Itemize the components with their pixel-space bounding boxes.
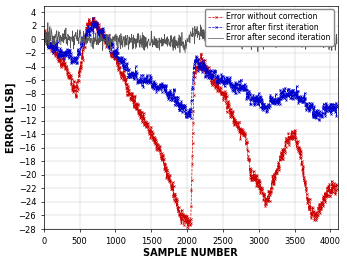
Error after second iteration (46, 21, 50, 24)
Error after second iteration (185, 44, 189, 47)
Error after first iteration (276, 102, 280, 105)
Error after second iteration (292, 33, 296, 36)
Error without correction (156, 147, 161, 150)
Error after first iteration (317, 118, 321, 121)
Error after first iteration (291, 90, 296, 93)
Y-axis label: ERROR [LSB]: ERROR [LSB] (6, 82, 16, 153)
Error without correction (187, 230, 191, 233)
Line: Error after second iteration: Error after second iteration (44, 23, 337, 53)
Error after second iteration (42, 35, 46, 38)
Error without correction (335, 187, 339, 190)
Error after first iteration (48, 45, 52, 48)
Error after second iteration (335, 42, 339, 45)
Error without correction (137, 114, 141, 117)
Error after second iteration (48, 25, 52, 28)
Error after first iteration (184, 112, 188, 116)
Error without correction (42, 29, 46, 32)
Error after first iteration (156, 86, 161, 89)
Error without correction (91, 16, 95, 19)
Error without correction (184, 220, 188, 223)
Error after first iteration (137, 79, 141, 82)
Line: Error after first iteration: Error after first iteration (43, 17, 338, 121)
Error without correction (48, 43, 52, 46)
Error after second iteration (183, 51, 187, 54)
Error without correction (292, 131, 296, 135)
Error after second iteration (156, 39, 161, 43)
Legend: Error without correction, Error after first iteration, Error after second iterat: Error without correction, Error after fi… (205, 10, 334, 46)
Error after first iteration (91, 17, 95, 20)
Error after first iteration (335, 104, 339, 107)
Error after second iteration (137, 35, 141, 39)
Error without correction (277, 161, 281, 164)
Line: Error without correction: Error without correction (43, 16, 338, 232)
X-axis label: SAMPLE NUMBER: SAMPLE NUMBER (143, 248, 238, 258)
Error after first iteration (42, 36, 46, 39)
Error after second iteration (277, 38, 281, 41)
